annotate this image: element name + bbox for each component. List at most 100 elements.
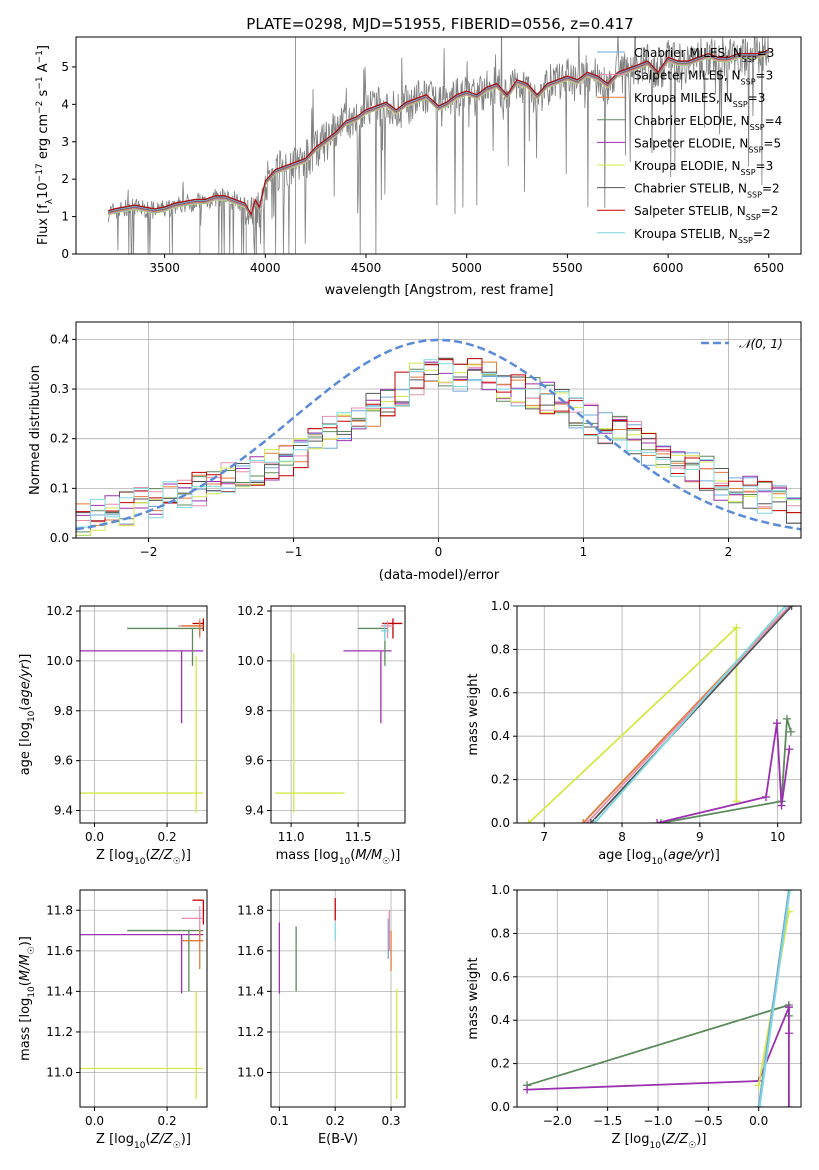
y-tick-label: 11.0 bbox=[237, 1066, 264, 1080]
y-tick-label: 0.1 bbox=[50, 481, 69, 495]
y-tick-label: 9.4 bbox=[245, 804, 264, 818]
plot-area bbox=[517, 890, 801, 1107]
weight-marker bbox=[784, 1029, 793, 1038]
y-tick-label: 0 bbox=[61, 247, 69, 261]
weight-marker bbox=[524, 819, 533, 823]
x-tick-label: −2 bbox=[140, 545, 158, 559]
y-tick-label: 0.4 bbox=[491, 1013, 510, 1027]
residual-histogram bbox=[76, 359, 801, 528]
plot-area bbox=[271, 890, 405, 1107]
y-tick-label: 10.2 bbox=[46, 604, 73, 618]
legend-entry: Chabrier MILES, NSSP=3 bbox=[634, 46, 774, 64]
weight-line bbox=[586, 606, 790, 823]
y-tick-label: 1 bbox=[61, 210, 69, 224]
x-axis-label: Z [log10(Z/Z☉)] bbox=[612, 1132, 707, 1151]
y-tick-label: 9.4 bbox=[54, 804, 73, 818]
x-tick-label: 10 bbox=[770, 830, 785, 844]
panel-mass-vs-Z: 0.0 0.2 11.0 11.2 11.4 11.6 11.8 Z [log10(Z/Z☉)… bbox=[18, 889, 208, 1151]
panel-residuals: −2 −1 0 1 2 0.0 0.1 0.2 0.3 0.4 (data-model)/error… bbox=[28, 321, 802, 583]
axes-frame bbox=[79, 889, 208, 1108]
x-axis-label: age [log10(age/yr)] bbox=[598, 848, 720, 867]
y-axis-label: Flux [fλ10−17 erg cm−2 s−1 A−1] bbox=[35, 45, 55, 245]
y-tick-label: 0.2 bbox=[50, 432, 69, 446]
y-axis-label: mass weight bbox=[466, 673, 481, 755]
x-axis-label: (data-model)/error bbox=[379, 568, 500, 583]
y-tick-label: 0.4 bbox=[491, 729, 510, 743]
panel-weight-vs-Z: −2.0 −1.5 −1.0 −0.5 0.0 0.0 0.2 0.4 0.6 0.8 1.0 Z [… bbox=[466, 883, 802, 1151]
legend-entry: 𝒩(0, 1) bbox=[739, 337, 783, 351]
y-tick-label: 11.8 bbox=[237, 903, 264, 917]
axes-frame bbox=[516, 605, 802, 824]
axes-frame bbox=[75, 321, 802, 539]
x-tick-label: 5000 bbox=[451, 261, 482, 275]
weight-marker bbox=[590, 819, 599, 823]
weight-marker bbox=[785, 745, 794, 754]
x-axis-label: E(B-V) bbox=[318, 1132, 358, 1147]
weight-marker bbox=[523, 1085, 532, 1094]
weight-marker bbox=[785, 890, 794, 894]
y-tick-label: 0.2 bbox=[491, 1057, 510, 1071]
weight-marker bbox=[784, 1103, 793, 1107]
y-tick-label: 0.4 bbox=[50, 332, 69, 346]
x-tick-label: 1 bbox=[580, 545, 588, 559]
legend-entry: Salpeter STELIB, NSSP=2 bbox=[634, 204, 778, 222]
y-tick-label: 4 bbox=[61, 97, 69, 111]
plot-area bbox=[107, 37, 769, 254]
y-tick-label: 9.8 bbox=[54, 704, 73, 718]
plot-area bbox=[80, 890, 207, 1107]
x-tick-label: 0.0 bbox=[85, 1114, 104, 1128]
legend-entry: Kroupa STELIB, NSSP=2 bbox=[634, 227, 771, 245]
weight-marker bbox=[772, 719, 781, 728]
y-axis-label: Normed distribution bbox=[28, 365, 43, 495]
y-tick-label: 1.0 bbox=[491, 883, 510, 897]
y-tick-label: 9.6 bbox=[54, 754, 73, 768]
weight-marker bbox=[579, 819, 588, 823]
y-tick-label: 11.0 bbox=[46, 1066, 73, 1080]
weight-line bbox=[660, 718, 792, 823]
x-tick-label: 5500 bbox=[552, 261, 583, 275]
legend-entry: Chabrier STELIB, NSSP=2 bbox=[634, 182, 780, 200]
weight-marker bbox=[656, 819, 665, 823]
y-tick-label: 0.0 bbox=[491, 816, 510, 830]
x-tick-label: 2 bbox=[725, 545, 733, 559]
weight-line bbox=[758, 890, 791, 1107]
x-tick-label: 0.1 bbox=[270, 1114, 289, 1128]
axes-frame bbox=[75, 36, 802, 255]
y-tick-label: 2 bbox=[61, 172, 69, 186]
x-tick-label: 9 bbox=[696, 830, 704, 844]
y-tick-label: 11.2 bbox=[46, 1025, 73, 1039]
legend-entry: Chabrier ELODIE, NSSP=4 bbox=[634, 114, 782, 132]
weight-line bbox=[656, 723, 791, 823]
weight-marker bbox=[732, 623, 741, 632]
x-tick-label: 0.0 bbox=[749, 1114, 768, 1128]
x-tick-label: 11.5 bbox=[345, 830, 372, 844]
x-tick-label: 11.0 bbox=[278, 830, 305, 844]
x-tick-label: −1 bbox=[285, 545, 303, 559]
panel-weight-vs-age: 7 8 9 10 0.0 0.2 0.4 0.6 0.8 1.0 age [log10(age/yr… bbox=[466, 599, 802, 867]
x-axis-label: mass [log10(M/M☉)] bbox=[276, 848, 401, 867]
legend-entry: Kroupa MILES, NSSP=3 bbox=[634, 91, 765, 109]
y-tick-label: 11.8 bbox=[46, 903, 73, 917]
y-tick-label: 0.0 bbox=[50, 531, 69, 545]
x-axis-label: Z [log10(Z/Z☉)] bbox=[96, 1132, 191, 1151]
axes-frame bbox=[270, 605, 406, 824]
axes-frame bbox=[270, 889, 406, 1108]
y-tick-label: 11.4 bbox=[46, 984, 73, 998]
x-tick-label: 0.2 bbox=[158, 1114, 177, 1128]
weight-marker bbox=[782, 714, 791, 723]
x-tick-label: 4000 bbox=[250, 261, 281, 275]
x-tick-label: −0.5 bbox=[694, 1114, 723, 1128]
y-tick-label: 0.0 bbox=[491, 1100, 510, 1114]
x-tick-label: 3500 bbox=[149, 261, 180, 275]
plot-area bbox=[517, 606, 801, 823]
y-axis-label: mass [log10(M/M☉)] bbox=[18, 936, 37, 1061]
x-tick-label: −1.0 bbox=[643, 1114, 672, 1128]
x-tick-label: 0.2 bbox=[326, 1114, 345, 1128]
x-axis-label: Z [log10(Z/Z☉)] bbox=[96, 848, 191, 867]
weight-marker bbox=[583, 819, 592, 823]
legend-entry: Salpeter MILES, NSSP=3 bbox=[634, 69, 773, 87]
weight-marker bbox=[761, 792, 770, 801]
panel-age-vs-Z: 0.0 0.2 9.4 9.6 9.8 10.0 10.2 Z [log10(Z/Z☉)] ag… bbox=[18, 604, 208, 867]
weight-marker bbox=[754, 1103, 763, 1107]
